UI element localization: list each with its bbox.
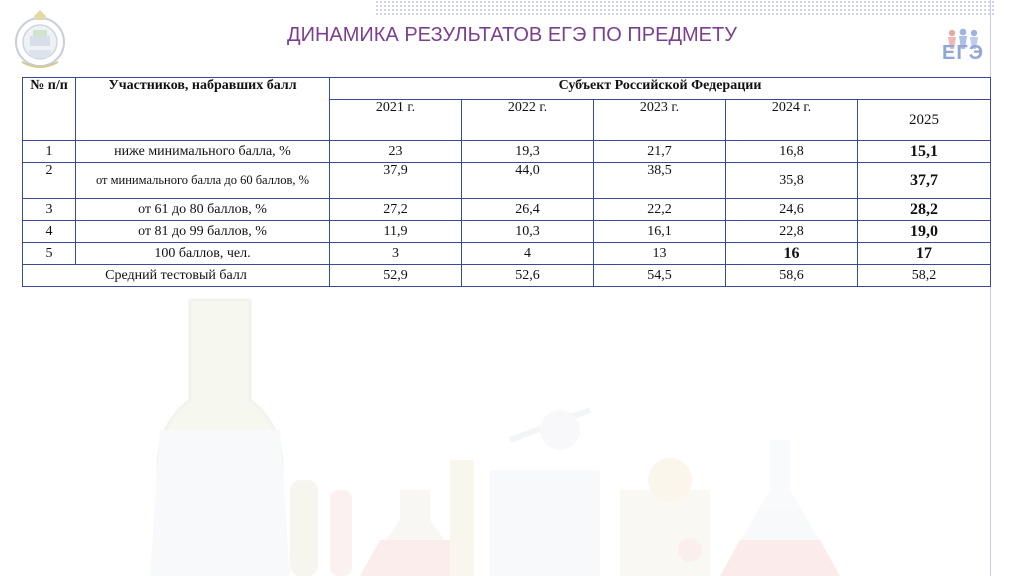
table-row: 2 от минимального балла до 60 баллов, % … <box>22 162 991 199</box>
table-row: 1 ниже минимального балла, % 23 19,3 21,… <box>22 140 991 163</box>
years-header-row: 2021 г. 2022 г. 2023 г. 2024 г. 2025 <box>23 99 991 141</box>
table-cell: 37,9 <box>329 162 462 199</box>
year-header: 2025 <box>857 99 991 141</box>
row-label: от 61 до 80 баллов, % <box>75 198 330 221</box>
table-cell: 11,9 <box>329 220 462 243</box>
table-cell: 3 <box>329 242 462 265</box>
row-label: 100 баллов, чел. <box>75 242 330 265</box>
table-cell: 23 <box>329 140 462 163</box>
row-number: 1 <box>22 140 76 163</box>
average-score-row: Средний тестовый балл 52,9 52,6 54,5 58,… <box>22 264 991 287</box>
col-region-header: Субъект Российской Федерации <box>329 77 991 100</box>
table-cell: 54,5 <box>593 264 726 287</box>
row-number: 3 <box>22 198 76 221</box>
table-cell: 27,2 <box>329 198 462 221</box>
ege-logo-text: ЕГЭ <box>942 42 984 64</box>
right-border-line <box>990 0 991 576</box>
year-header: 2024 г. <box>725 99 858 141</box>
table-cell: 19,3 <box>461 140 594 163</box>
chemistry-lab-watermark <box>150 298 840 576</box>
table-cell: 16 <box>725 242 858 265</box>
table-cell: 16,1 <box>593 220 726 243</box>
year-header: 2021 г. <box>329 99 462 141</box>
year-header: 2022 г. <box>461 99 594 141</box>
table-cell: 22,8 <box>725 220 858 243</box>
table-cell: 58,2 <box>857 264 991 287</box>
table-cell: 16,8 <box>725 140 858 163</box>
col-number-header: № п/п <box>22 77 76 141</box>
page-title: ДИНАМИКА РЕЗУЛЬТАТОВ ЕГЭ ПО ПРЕДМЕТУ <box>287 24 737 46</box>
col-participants-header: Участников, набравших балл <box>75 77 330 141</box>
table-cell: 24,6 <box>725 198 858 221</box>
row-label: от минимального балла до 60 баллов, % <box>75 162 330 199</box>
table-cell: 26,4 <box>461 198 594 221</box>
average-score-label: Средний тестовый балл <box>22 264 330 287</box>
ege-results-table: № п/п Участников, набравших балл Субъект… <box>22 77 991 287</box>
table-cell: 4 <box>461 242 594 265</box>
year-header: 2023 г. <box>593 99 726 141</box>
table-cell: 15,1 <box>857 140 991 163</box>
table-cell: 58,6 <box>725 264 858 287</box>
row-label: от 81 до 99 баллов, % <box>75 220 330 243</box>
row-number: 2 <box>22 162 76 199</box>
table-cell: 17 <box>857 242 991 265</box>
row-number: 4 <box>22 220 76 243</box>
table-row: 5 100 баллов, чел. 3 4 13 16 17 <box>22 242 991 265</box>
emblem-logo-icon <box>15 10 65 68</box>
ege-figures-icon <box>948 28 978 49</box>
table-row: 4 от 81 до 99 баллов, % 11,9 10,3 16,1 2… <box>22 220 991 243</box>
table-cell: 52,9 <box>329 264 462 287</box>
table-cell: 38,5 <box>593 162 726 199</box>
row-label: ниже минимального балла, % <box>75 140 330 163</box>
table-cell: 19,0 <box>857 220 991 243</box>
table-cell: 52,6 <box>461 264 594 287</box>
table-cell: 44,0 <box>461 162 594 199</box>
table-row: 3 от 61 до 80 баллов, % 27,2 26,4 22,2 2… <box>22 198 991 221</box>
table-cell: 10,3 <box>461 220 594 243</box>
table-cell: 22,2 <box>593 198 726 221</box>
table-cell: 13 <box>593 242 726 265</box>
table-cell: 37,7 <box>857 162 991 199</box>
table-cell: 28,2 <box>857 198 991 221</box>
header-dot-pattern <box>375 0 995 16</box>
table-cell: 35,8 <box>725 162 858 199</box>
table-cell: 21,7 <box>593 140 726 163</box>
row-number: 5 <box>22 242 76 265</box>
table-header-row: № п/п Участников, набравших балл Субъект… <box>22 77 991 141</box>
